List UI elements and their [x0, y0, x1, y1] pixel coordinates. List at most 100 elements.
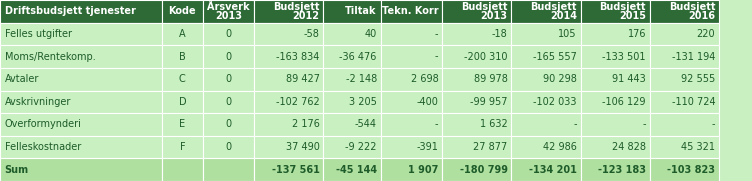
Text: -165 557: -165 557 [533, 52, 577, 62]
Bar [323, 113, 381, 136]
Bar [511, 68, 581, 90]
Text: Felles utgifter: Felles utgifter [5, 29, 71, 39]
Bar [581, 45, 650, 68]
Bar [650, 136, 719, 158]
Bar [162, 45, 203, 68]
Text: -163 834: -163 834 [276, 52, 320, 62]
Text: -: - [573, 119, 577, 129]
Text: -180 799: -180 799 [459, 165, 508, 175]
Bar [162, 113, 203, 136]
Bar [203, 158, 254, 181]
Bar [203, 45, 254, 68]
Bar [442, 45, 511, 68]
Bar [254, 136, 323, 158]
Bar [254, 113, 323, 136]
Text: 27 877: 27 877 [473, 142, 508, 152]
Text: 0: 0 [226, 74, 232, 84]
Text: 1 632: 1 632 [480, 119, 508, 129]
Text: -137 561: -137 561 [271, 165, 320, 175]
Text: D: D [178, 97, 186, 107]
Text: -: - [711, 119, 715, 129]
Text: -200 310: -200 310 [464, 52, 508, 62]
Text: 105: 105 [558, 29, 577, 39]
Bar [442, 113, 511, 136]
Text: 2 698: 2 698 [411, 74, 438, 84]
Bar [581, 68, 650, 90]
Bar [381, 90, 442, 113]
Text: 0: 0 [226, 52, 232, 62]
Text: C: C [179, 74, 186, 84]
Bar [162, 23, 203, 45]
Bar [442, 90, 511, 113]
Bar [254, 0, 323, 23]
Text: Felleskostnader: Felleskostnader [5, 142, 80, 152]
Text: 0: 0 [226, 142, 232, 152]
Text: 220: 220 [696, 29, 715, 39]
Text: -2 148: -2 148 [345, 74, 377, 84]
Text: -123 183: -123 183 [598, 165, 646, 175]
Text: B: B [179, 52, 186, 62]
Bar [442, 0, 511, 23]
Text: Budsjett: Budsjett [530, 2, 577, 12]
Bar [203, 23, 254, 45]
Text: 89 978: 89 978 [474, 74, 508, 84]
Text: -544: -544 [355, 119, 377, 129]
Text: -45 144: -45 144 [335, 165, 377, 175]
Bar [162, 0, 203, 23]
Text: 92 555: 92 555 [681, 74, 715, 84]
Text: 40: 40 [365, 29, 377, 39]
Text: -99 957: -99 957 [470, 97, 508, 107]
Bar [323, 23, 381, 45]
Text: Budsjett: Budsjett [669, 2, 715, 12]
Bar [0, 23, 162, 45]
Text: 0: 0 [226, 29, 232, 39]
Text: Kode: Kode [168, 6, 196, 16]
Text: -134 201: -134 201 [529, 165, 577, 175]
Bar [323, 136, 381, 158]
Text: Tiltak: Tiltak [345, 6, 377, 16]
Bar [323, 158, 381, 181]
Bar [581, 113, 650, 136]
Bar [381, 158, 442, 181]
Bar [162, 68, 203, 90]
Bar [323, 68, 381, 90]
Text: 42 986: 42 986 [543, 142, 577, 152]
Bar [0, 90, 162, 113]
Text: 2016: 2016 [688, 11, 715, 21]
Bar [581, 0, 650, 23]
Text: -110 724: -110 724 [672, 97, 715, 107]
Bar [0, 45, 162, 68]
Bar [511, 113, 581, 136]
Text: 176: 176 [627, 29, 646, 39]
Bar [381, 0, 442, 23]
Text: 2 176: 2 176 [292, 119, 320, 129]
Text: 2013: 2013 [215, 11, 242, 21]
Bar [381, 113, 442, 136]
Text: 24 828: 24 828 [612, 142, 646, 152]
Text: -18: -18 [492, 29, 508, 39]
Bar [650, 45, 719, 68]
Bar [254, 45, 323, 68]
Text: -133 501: -133 501 [602, 52, 646, 62]
Bar [581, 158, 650, 181]
Text: -400: -400 [417, 97, 438, 107]
Bar [650, 158, 719, 181]
Bar [511, 90, 581, 113]
Bar [581, 23, 650, 45]
Text: F: F [180, 142, 185, 152]
Bar [650, 68, 719, 90]
Bar [511, 136, 581, 158]
Text: 90 298: 90 298 [543, 74, 577, 84]
Text: 3 205: 3 205 [349, 97, 377, 107]
Bar [323, 45, 381, 68]
Text: 2012: 2012 [293, 11, 320, 21]
Bar [162, 136, 203, 158]
Text: 45 321: 45 321 [681, 142, 715, 152]
Bar [203, 113, 254, 136]
Text: 2013: 2013 [481, 11, 508, 21]
Text: Tekn. Korr: Tekn. Korr [382, 6, 438, 16]
Bar [323, 90, 381, 113]
Text: 89 427: 89 427 [286, 74, 320, 84]
Bar [511, 0, 581, 23]
Text: -391: -391 [417, 142, 438, 152]
